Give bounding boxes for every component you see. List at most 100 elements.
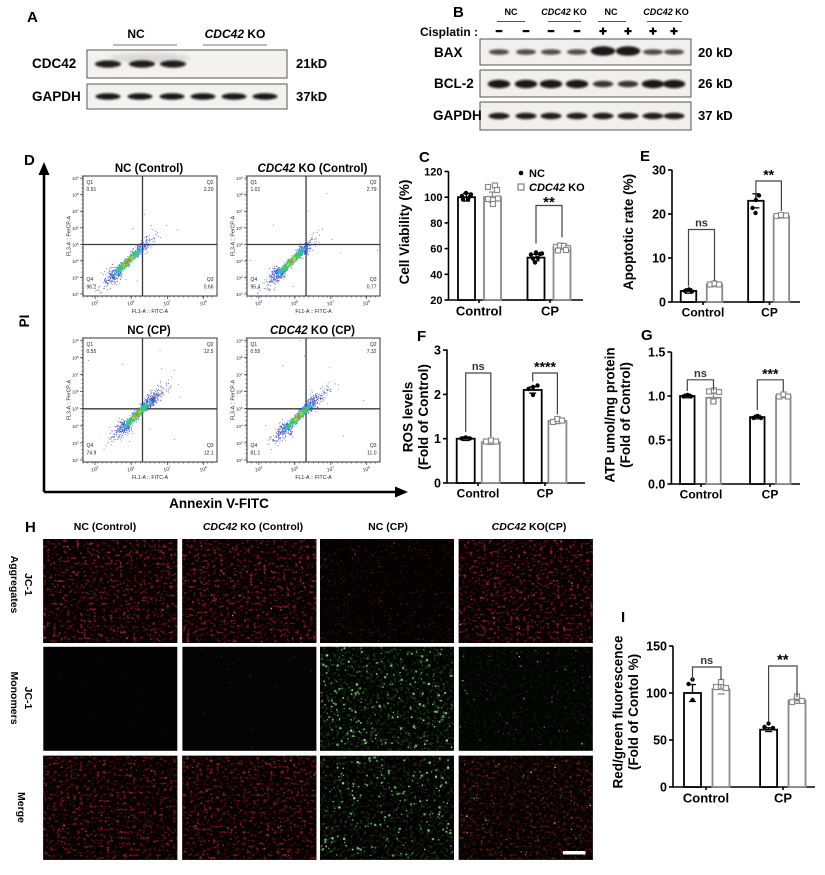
svg-text:CDC42 KO (Control): CDC42 KO (Control) [258, 163, 368, 175]
svg-text:Merge: Merge [15, 792, 27, 823]
svg-text:FL3-A :: PerCP-A: FL3-A :: PerCP-A [231, 379, 237, 420]
svg-text:CDC42 KO (CP): CDC42 KO (CP) [270, 325, 355, 337]
svg-text:102: 102 [236, 458, 243, 464]
svg-text:107: 107 [236, 372, 243, 378]
svg-text:0.55: 0.55 [87, 349, 97, 355]
svg-text:107: 107 [326, 465, 335, 473]
svg-text:37 kD: 37 kD [698, 108, 733, 123]
svg-text:(Fold of Control): (Fold of Control) [416, 364, 431, 470]
svg-text:FL1-A :: FITC-A: FL1-A :: FITC-A [132, 475, 169, 481]
svg-text:20: 20 [652, 208, 666, 222]
svg-text:FL1-A :: FITC-A: FL1-A :: FITC-A [295, 475, 332, 481]
svg-text:105: 105 [72, 242, 79, 248]
svg-text:CDC42 KO: CDC42 KO [205, 27, 266, 41]
svg-text:ns: ns [472, 361, 485, 373]
svg-text:JC-1: JC-1 [22, 573, 34, 596]
svg-text:103: 103 [254, 299, 263, 307]
svg-text:ROS levels: ROS levels [401, 382, 416, 453]
svg-text:105: 105 [236, 242, 243, 248]
svg-text:102: 102 [236, 292, 243, 298]
svg-text:ns: ns [695, 218, 708, 230]
svg-text:105: 105 [290, 465, 299, 473]
svg-text:80: 80 [430, 218, 442, 230]
svg-text:Control: Control [457, 487, 500, 501]
svg-text:26 kD: 26 kD [698, 76, 733, 91]
svg-text:CDC42 KO: CDC42 KO [643, 7, 689, 17]
svg-text:Aggregates: Aggregates [8, 556, 20, 614]
svg-text:1: 1 [434, 432, 441, 446]
svg-text:**: ** [763, 167, 774, 183]
svg-text:Q1: Q1 [87, 180, 94, 186]
svg-text:11.0: 11.0 [367, 451, 377, 457]
svg-text:12.5: 12.5 [204, 349, 214, 355]
svg-text:109: 109 [72, 176, 79, 182]
svg-text:105: 105 [127, 299, 136, 307]
svg-text:104: 104 [72, 258, 79, 264]
svg-text:CDC42 KO: CDC42 KO [529, 182, 585, 194]
svg-text:103: 103 [90, 299, 99, 307]
svg-text:150: 150 [646, 640, 667, 654]
svg-text:105: 105 [290, 299, 299, 307]
svg-text:G: G [641, 327, 653, 344]
svg-text:30: 30 [652, 164, 666, 178]
svg-text:103: 103 [236, 440, 243, 446]
svg-text:109: 109 [236, 176, 243, 182]
svg-text:20: 20 [430, 295, 442, 307]
svg-text:106: 106 [72, 389, 79, 395]
svg-text:107: 107 [326, 299, 335, 307]
svg-text:B: B [453, 4, 464, 21]
svg-text:7.32: 7.32 [367, 349, 377, 355]
svg-text:***: *** [762, 365, 779, 381]
svg-text:E: E [640, 148, 650, 165]
svg-text:ns: ns [694, 368, 707, 380]
svg-text:FL1-A :: FITC-A: FL1-A :: FITC-A [295, 309, 332, 315]
svg-text:108: 108 [72, 192, 79, 198]
svg-text:BCL-2: BCL-2 [434, 76, 474, 91]
svg-text:0: 0 [660, 781, 667, 795]
svg-text:****: **** [534, 359, 556, 375]
svg-text:105: 105 [236, 406, 243, 412]
svg-text:1.5: 1.5 [648, 346, 665, 360]
svg-text:106: 106 [72, 225, 79, 231]
svg-text:109: 109 [199, 299, 208, 307]
svg-text:FL3-A :: PerCP-A: FL3-A :: PerCP-A [67, 215, 73, 256]
svg-text:NC (CP): NC (CP) [127, 325, 171, 337]
svg-text:0.5: 0.5 [648, 434, 665, 448]
svg-text:FL3-A :: PerCP-A: FL3-A :: PerCP-A [231, 215, 237, 256]
svg-text:GAPDH: GAPDH [32, 89, 81, 104]
svg-text:NC: NC [529, 168, 545, 180]
svg-text:81.1: 81.1 [251, 451, 261, 457]
svg-text:CP: CP [541, 304, 559, 319]
svg-text:FL1-A :: FITC-A: FL1-A :: FITC-A [132, 309, 169, 315]
svg-text:BAX: BAX [434, 45, 463, 60]
svg-text:Q2: Q2 [370, 342, 377, 348]
svg-text:0.77: 0.77 [367, 285, 377, 291]
svg-text:Q4: Q4 [87, 277, 94, 283]
svg-text:103: 103 [254, 465, 263, 473]
svg-text:107: 107 [163, 465, 172, 473]
svg-text:120: 120 [424, 166, 442, 178]
svg-text:107: 107 [236, 209, 243, 215]
svg-text:NC: NC [127, 27, 145, 41]
svg-text:108: 108 [72, 355, 79, 361]
svg-text:102: 102 [72, 292, 79, 298]
svg-text:60: 60 [430, 244, 442, 256]
svg-text:CDC42: CDC42 [32, 56, 76, 71]
svg-text:96.2: 96.2 [87, 285, 97, 291]
svg-text:104: 104 [236, 423, 243, 429]
svg-text:F: F [417, 328, 426, 345]
svg-text:20 kD: 20 kD [698, 45, 733, 60]
svg-text:D: D [24, 152, 35, 169]
svg-text:2.79: 2.79 [367, 187, 377, 193]
svg-text:Cell Viability (%): Cell Viability (%) [397, 180, 412, 285]
svg-text:102: 102 [72, 458, 79, 464]
svg-text:2.20: 2.20 [204, 187, 214, 193]
svg-text:Control: Control [680, 488, 723, 502]
svg-text:CP: CP [761, 306, 778, 320]
svg-text:0.91: 0.91 [87, 187, 97, 193]
svg-text:103: 103 [72, 440, 79, 446]
svg-text:NC: NC [605, 7, 618, 17]
svg-text:NC (CP): NC (CP) [368, 521, 408, 533]
svg-text:103: 103 [90, 465, 99, 473]
svg-text:74.9: 74.9 [87, 451, 97, 457]
